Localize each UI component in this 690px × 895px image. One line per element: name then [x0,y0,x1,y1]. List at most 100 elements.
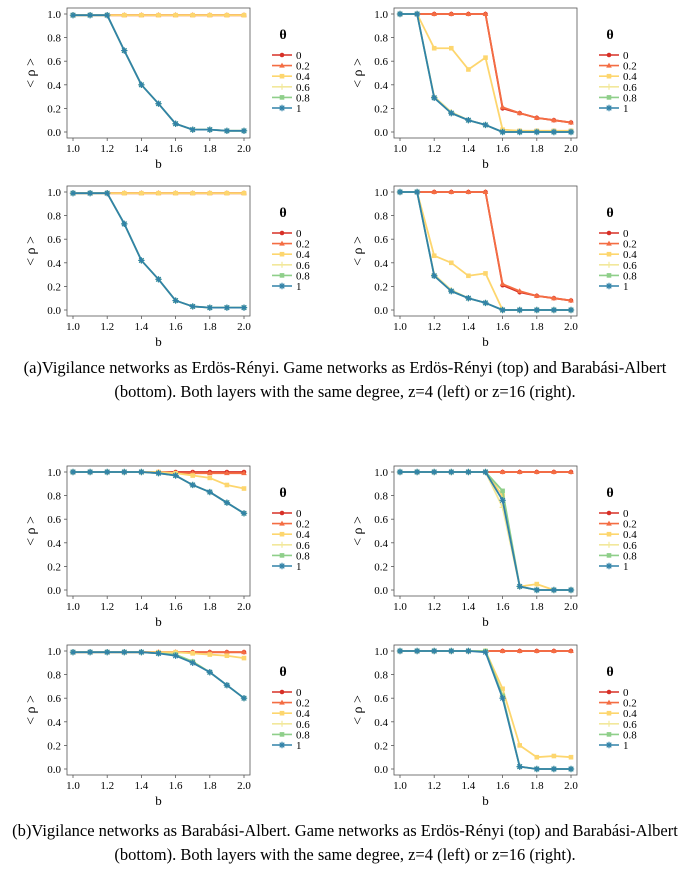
legend-label: 1 [296,281,302,293]
data-point [224,470,230,476]
x-tick-label: 1.8 [203,143,217,155]
legend-marker [606,251,612,257]
y-tick-label: 0.6 [374,56,388,68]
data-point [207,470,213,476]
data-point [172,120,179,127]
legend-marker [606,541,612,548]
y-tick-label: 0.8 [47,211,61,223]
data-point [224,12,230,18]
data-point [465,295,472,302]
legend-label: 1 [623,281,629,293]
data-point [568,648,574,653]
y-tick-label: 1.0 [47,9,61,21]
data-point [69,648,77,656]
data-point [499,695,506,702]
legend-marker [606,230,612,236]
series-theta-1 [69,648,248,702]
data-point [533,765,540,773]
series-theta-1 [396,468,575,594]
data-point [223,304,231,311]
panel-b-top-right: 1.0 1.2 1.4 1.6 1.8 2.00.00.20.40.60.81.0b< ρ… [351,465,637,629]
y-tick-label: 0.2 [374,740,388,752]
data-point [173,190,178,196]
legend-marker [279,510,285,516]
x-tick-label: 1.2 [427,601,441,613]
legend-label: 0.8 [296,550,310,562]
data-point [449,45,454,51]
data-point [431,45,437,51]
panel-a-top-right: 1.0 1.2 1.4 1.6 1.8 2.00.00.20.40.60.81.0b< ρ… [351,7,637,171]
data-point [499,497,506,504]
data-point [155,469,162,477]
legend-label: 0.8 [623,550,637,562]
data-point [173,12,178,18]
data-point [534,292,540,298]
x-axis-label: b [155,793,162,808]
y-axis-label: < ρ > [351,695,366,725]
data-point [516,128,523,136]
x-tick-label: 1.2 [100,321,114,333]
data-point [240,127,248,135]
legend-label: 0 [623,508,629,520]
y-tick-label: 0.8 [374,491,388,503]
data-point [207,475,213,481]
y-tick-label: 0.2 [47,740,61,752]
series-theta-1 [396,647,575,773]
panel-b-bottom-left: 1.0 1.2 1.4 1.6 1.8 2.00.00.20.40.60.81.0b< ρ… [24,644,310,808]
data-point [172,297,179,304]
data-point [155,276,162,283]
data-point [534,648,540,653]
data-point [86,11,94,19]
x-axis-label: b [155,334,162,349]
x-tick-label: 1.2 [427,321,441,333]
legend-title: θ [279,665,286,680]
y-axis-label: < ρ > [24,695,39,725]
data-point [155,650,162,657]
y-axis-label: < ρ > [24,516,39,546]
legend-marker [606,240,612,246]
y-tick-label: 0.8 [374,33,388,45]
data-point [104,11,111,19]
y-tick-label: 0.6 [47,693,61,705]
legend-marker [606,52,612,58]
legend-label: 0.8 [623,729,637,741]
data-point [413,647,421,655]
y-tick-label: 0.2 [47,281,61,293]
legend-title: θ [606,206,613,221]
x-tick-label: 1.2 [100,601,114,613]
y-axis-label: < ρ > [351,516,366,546]
series-theta-1 [69,11,248,135]
data-point [190,473,195,478]
y-tick-label: 1.0 [374,646,388,658]
plot-frame [393,644,578,776]
y-tick-label: 0.0 [374,764,388,776]
data-point [241,655,247,661]
data-point [499,306,506,314]
data-point [224,190,230,196]
x-tick-label: 1.4 [135,780,149,792]
y-tick-label: 0.0 [47,305,61,317]
y-tick-label: 0.4 [47,717,61,729]
y-tick-label: 0.0 [374,585,388,597]
y-tick-label: 0.4 [47,258,61,270]
data-point [534,581,540,587]
data-point [431,189,437,194]
y-tick-label: 1.0 [374,467,388,479]
x-tick-label: 1.8 [203,321,217,333]
legend-label: 0.2 [623,519,637,531]
x-tick-label: 1.2 [100,143,114,155]
y-tick-label: 0.6 [374,514,388,526]
data-point [516,583,523,590]
legend-marker [279,240,285,246]
data-point [516,648,523,653]
data-point [241,12,247,18]
data-point [499,128,506,136]
legend-marker [606,261,612,268]
legend-label: 0.4 [623,708,637,720]
legend-label: 0 [296,228,302,240]
data-point [224,482,230,488]
x-tick-label: 1.0 [66,780,80,792]
legend-label: 1 [623,740,629,752]
legend: θ00.20.40.60.81 [599,206,637,293]
legend: θ00.20.40.60.81 [272,28,310,115]
